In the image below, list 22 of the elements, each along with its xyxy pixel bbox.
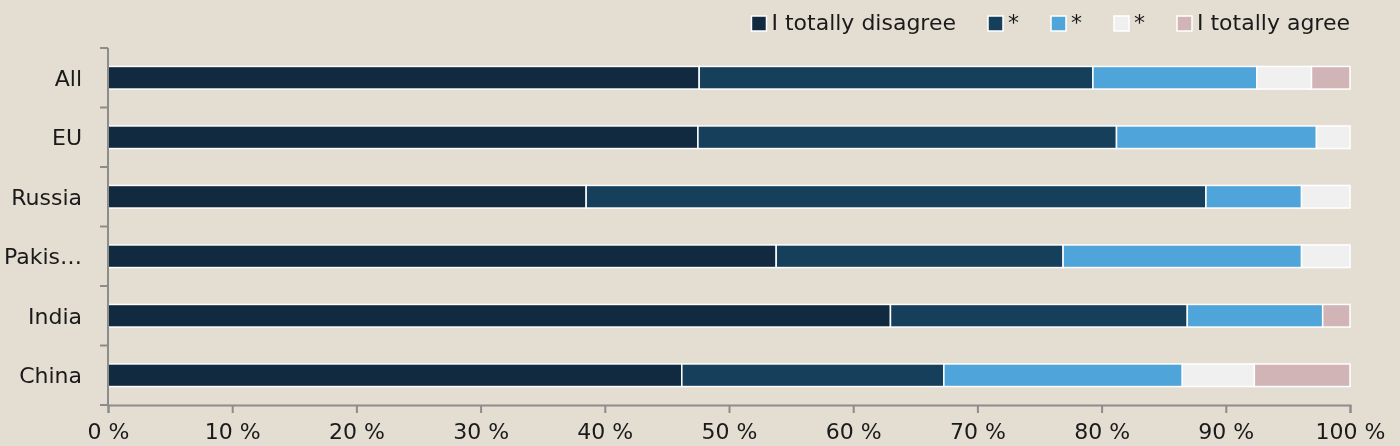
x-tick-label: 90 % (1198, 419, 1255, 445)
x-tick-label: 100 % (1315, 419, 1386, 445)
y-tick-label: Russia (11, 184, 82, 210)
y-tick-label: Pakis… (3, 244, 82, 270)
x-tick-label: 40 % (577, 419, 634, 445)
x-tick-label: 60 % (825, 419, 882, 445)
legend-label: I totally disagree (771, 10, 956, 35)
x-tick-label: 10 % (204, 419, 261, 445)
y-tick-label: China (19, 363, 82, 389)
y-tick-label: EU (51, 125, 82, 151)
y-tick-label: All (54, 65, 82, 91)
x-tick-label: 80 % (1074, 419, 1131, 445)
x-tick-label: 30 % (453, 419, 510, 445)
legend-label: * (1071, 10, 1082, 35)
legend-label: * (1008, 10, 1019, 35)
legend-label: I totally agree (1197, 10, 1350, 35)
x-tick-label: 20 % (328, 419, 385, 445)
y-tick-label: India (28, 303, 82, 329)
legend-label: * (1134, 10, 1145, 35)
x-tick-label: 0 % (87, 419, 130, 445)
x-tick-label: 70 % (949, 419, 1006, 445)
x-tick-label: 50 % (701, 419, 758, 445)
